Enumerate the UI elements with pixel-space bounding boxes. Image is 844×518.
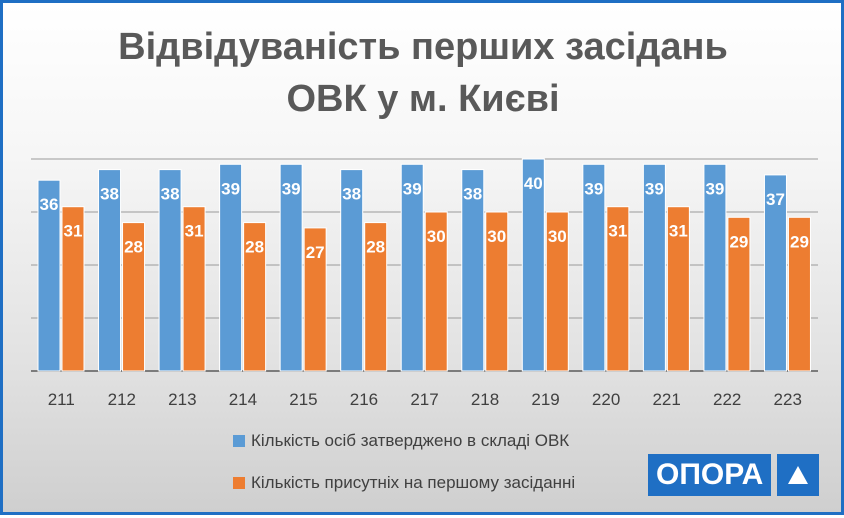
data-label: 39 bbox=[645, 179, 664, 198]
x-tick-label: 220 bbox=[592, 390, 620, 409]
data-label: 30 bbox=[548, 227, 567, 246]
x-tick-label: 211 bbox=[48, 390, 75, 409]
bar-approved bbox=[521, 158, 545, 372]
data-label: 39 bbox=[221, 179, 240, 198]
bar-approved bbox=[98, 169, 122, 372]
bar-present bbox=[666, 206, 690, 372]
data-label: 31 bbox=[185, 222, 204, 241]
data-label: 39 bbox=[705, 179, 724, 198]
data-label: 28 bbox=[124, 238, 143, 257]
data-label: 37 bbox=[766, 190, 785, 209]
data-label: 29 bbox=[790, 232, 809, 251]
x-tick-label: 223 bbox=[774, 390, 802, 409]
bar-present bbox=[61, 206, 85, 372]
opora-logo: ОПОРА bbox=[648, 454, 820, 496]
data-label: 38 bbox=[463, 185, 482, 204]
data-label: 31 bbox=[669, 222, 688, 241]
x-tick-label: 218 bbox=[471, 390, 499, 409]
data-label: 38 bbox=[100, 185, 119, 204]
data-label: 29 bbox=[729, 232, 748, 251]
legend-swatch-approved bbox=[233, 435, 245, 447]
bar-approved bbox=[158, 169, 182, 372]
data-label: 31 bbox=[64, 222, 83, 241]
legend-label-present: Кількість присутніх на першому засіданні bbox=[251, 473, 576, 492]
x-tick-label: 222 bbox=[713, 390, 741, 409]
bar-approved bbox=[461, 169, 485, 372]
x-tick-label: 217 bbox=[410, 390, 438, 409]
x-tick-label: 215 bbox=[289, 390, 317, 409]
legend-item-approved: Кількість осіб затверджено в складі ОВК bbox=[233, 431, 569, 451]
legend-swatch-present bbox=[233, 477, 245, 489]
bar-chart: 36 31 211 38 28 212 38 31 213 39 28 214 39 27 215 38 28 2… bbox=[31, 158, 818, 409]
bar-approved bbox=[763, 174, 787, 372]
data-label: 28 bbox=[245, 238, 264, 257]
x-tick-label: 216 bbox=[350, 390, 378, 409]
x-tick-label: 219 bbox=[531, 390, 559, 409]
data-label: 31 bbox=[608, 222, 627, 241]
bar-present bbox=[243, 222, 267, 372]
bar-approved bbox=[400, 163, 424, 372]
bar-present bbox=[485, 211, 509, 372]
triangle-icon bbox=[777, 454, 820, 496]
chart-title: Відвідуваність перших засідань ОВК у м. … bbox=[43, 21, 803, 125]
bar-approved bbox=[582, 163, 606, 372]
chart-title-line-1: Відвідуваність перших засідань bbox=[118, 26, 728, 68]
bar-present bbox=[182, 206, 206, 372]
bar-approved bbox=[340, 169, 364, 372]
chart-title-line-2: ОВК у м. Києві bbox=[286, 78, 560, 120]
x-tick-label: 213 bbox=[168, 390, 196, 409]
bar-approved bbox=[37, 179, 61, 372]
data-label: 38 bbox=[342, 185, 361, 204]
data-label: 40 bbox=[524, 174, 543, 193]
bar-present bbox=[606, 206, 630, 372]
bar-present bbox=[727, 216, 751, 372]
data-label: 39 bbox=[584, 179, 603, 198]
bar-present bbox=[364, 222, 388, 372]
x-tick-label: 214 bbox=[229, 390, 257, 409]
data-label: 39 bbox=[282, 179, 301, 198]
logo-text: ОПОРА bbox=[648, 454, 772, 496]
bar-present bbox=[303, 227, 327, 372]
data-label: 28 bbox=[366, 238, 385, 257]
legend-item-present: Кількість присутніх на першому засіданні bbox=[233, 473, 575, 493]
bar-present bbox=[545, 211, 569, 372]
bar-approved bbox=[279, 163, 303, 372]
data-label: 30 bbox=[427, 227, 446, 246]
x-tick-label: 212 bbox=[108, 390, 136, 409]
data-label: 36 bbox=[40, 195, 59, 214]
data-label: 39 bbox=[403, 179, 422, 198]
bar-approved bbox=[642, 163, 666, 372]
data-label: 30 bbox=[487, 227, 506, 246]
bar-present bbox=[787, 216, 811, 372]
legend-label-approved: Кількість осіб затверджено в складі ОВК bbox=[251, 431, 570, 450]
data-label: 27 bbox=[306, 243, 325, 262]
bar-present bbox=[424, 211, 448, 372]
data-label: 38 bbox=[161, 185, 180, 204]
bar-present bbox=[122, 222, 146, 372]
x-tick-label: 221 bbox=[652, 390, 680, 409]
bar-approved bbox=[703, 163, 727, 372]
bar-approved bbox=[219, 163, 243, 372]
